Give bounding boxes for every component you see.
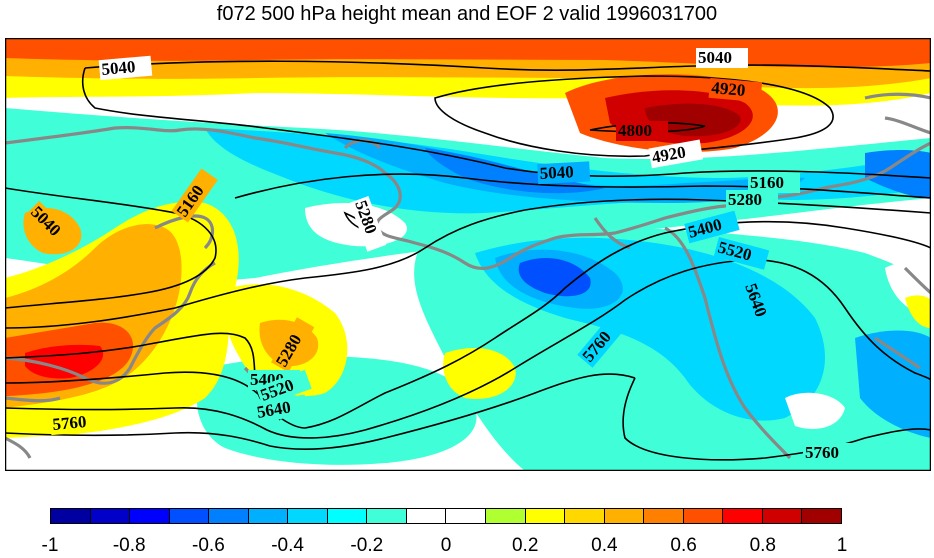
- contour-label: 4800: [618, 121, 652, 140]
- contour-label: 5760: [805, 443, 839, 462]
- colorbar-tick-label: -0.6: [192, 535, 225, 556]
- colorbar-segment: [446, 509, 487, 523]
- map-canvas: 5040 5040 4920 4800 4920 5040 5160 5280 …: [5, 38, 931, 471]
- colorbar-segment: [762, 509, 803, 523]
- colorbar-segment: [367, 509, 407, 523]
- colorbar: [50, 508, 842, 526]
- colorbar-segment: [406, 509, 447, 523]
- colorbar-tick-label: 0: [440, 535, 452, 556]
- colorbar-segment: [486, 509, 526, 523]
- colorbar-segment: [327, 509, 368, 523]
- map-title: f072 500 hPa height mean and EOF 2 valid…: [216, 3, 718, 25]
- colorbar-segment: [90, 509, 131, 523]
- colorbar-segment: [723, 509, 763, 523]
- colorbar-segment: [565, 509, 605, 523]
- colorbar-tick-label: 0.2: [511, 535, 539, 556]
- coastlines: [5, 92, 931, 460]
- colorbar-segment: [51, 509, 91, 523]
- colorbar-segment: [604, 509, 645, 523]
- colorbar-segment: [802, 509, 841, 523]
- colorbar-tick-label: 1: [836, 535, 848, 556]
- colorbar-ticks: -1 -0.8 -0.6 -0.4 -0.2 0 0.2 0.4 0.6 0.8 1: [0, 536, 934, 558]
- contour-label: 4920: [711, 78, 747, 100]
- colorbar-strip: [50, 508, 842, 524]
- colorbar-segment: [169, 509, 210, 523]
- eof-shading: [5, 38, 931, 471]
- colorbar-segment: [130, 509, 170, 523]
- contour-label: 5040: [698, 48, 732, 67]
- contour-labels: 5040 5040 4920 4800 4920 5040 5160 5280 …: [25, 48, 855, 463]
- contour-label: 5760: [52, 412, 88, 434]
- colorbar-tick-label: 0.4: [591, 535, 618, 556]
- colorbar-segment: [644, 509, 684, 523]
- colorbar-segment: [683, 509, 724, 523]
- contour-label: 5040: [101, 57, 137, 79]
- colorbar-tick-label: -1: [41, 535, 59, 556]
- colorbar-segment: [209, 509, 249, 523]
- colorbar-tick-label: -0.2: [350, 535, 384, 556]
- map-frame: [5, 38, 931, 471]
- colorbar-segment: [288, 509, 328, 523]
- colorbar-tick-label: -0.4: [271, 535, 304, 556]
- contour-label: 5040: [539, 162, 574, 183]
- colorbar-segment: [525, 509, 566, 523]
- colorbar-tick-label: 0.8: [749, 535, 777, 556]
- contour-label: 5280: [728, 190, 762, 209]
- colorbar-tick-label: -0.8: [112, 535, 146, 556]
- colorbar-tick-label: 0.6: [670, 535, 697, 556]
- contour-label: 5160: [750, 173, 784, 192]
- colorbar-segment: [248, 509, 289, 523]
- map-panel: 5040 5040 4920 4800 4920 5040 5160 5280 …: [5, 38, 931, 471]
